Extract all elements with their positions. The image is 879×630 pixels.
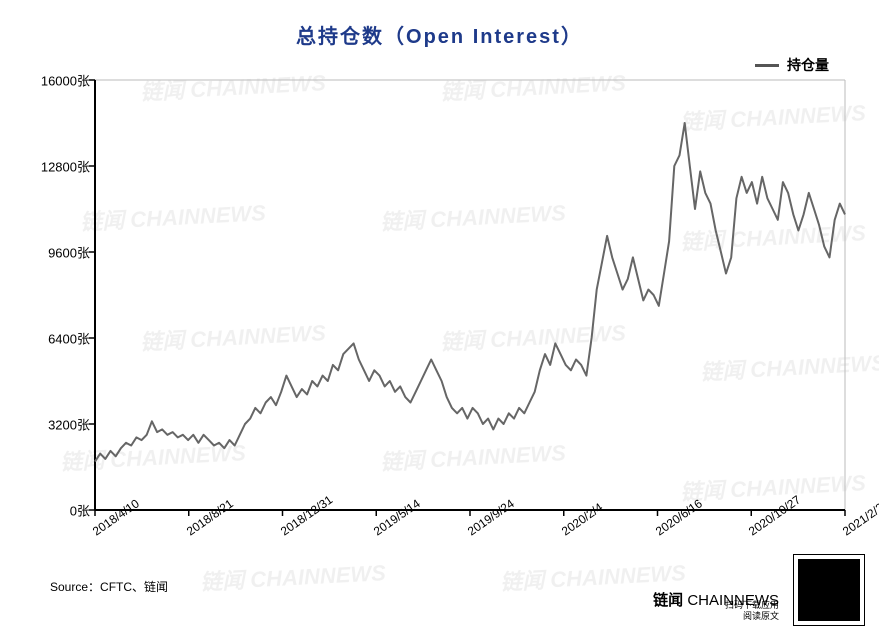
legend: 持仓量: [755, 55, 829, 75]
x-tick-label: 2021/2/23: [840, 496, 879, 538]
brand-subtitle: 扫码下载应用 阅读原文: [725, 600, 779, 622]
source-text: Source：CFTC、链闻: [50, 578, 168, 595]
y-axis-labels: 0张3200张6400张9600张12800张16000张: [20, 80, 90, 510]
y-tick-label: 3200张: [20, 415, 90, 434]
y-tick-label: 16000张: [20, 71, 90, 90]
x-axis-labels: 2018/4/102018/8/212018/12/312019/5/14201…: [95, 515, 845, 575]
y-tick-label: 0张: [20, 501, 90, 520]
qr-code: [794, 555, 864, 625]
y-tick-label: 6400张: [20, 329, 90, 348]
y-tick-label: 9600张: [20, 243, 90, 262]
legend-line: [755, 64, 779, 67]
y-tick-label: 12800张: [20, 157, 90, 176]
legend-label: 持仓量: [787, 55, 829, 75]
chart-plot-area: [95, 80, 845, 510]
chart-title: 总持仓数（Open Interest）: [30, 20, 849, 49]
data-line: [95, 123, 845, 462]
